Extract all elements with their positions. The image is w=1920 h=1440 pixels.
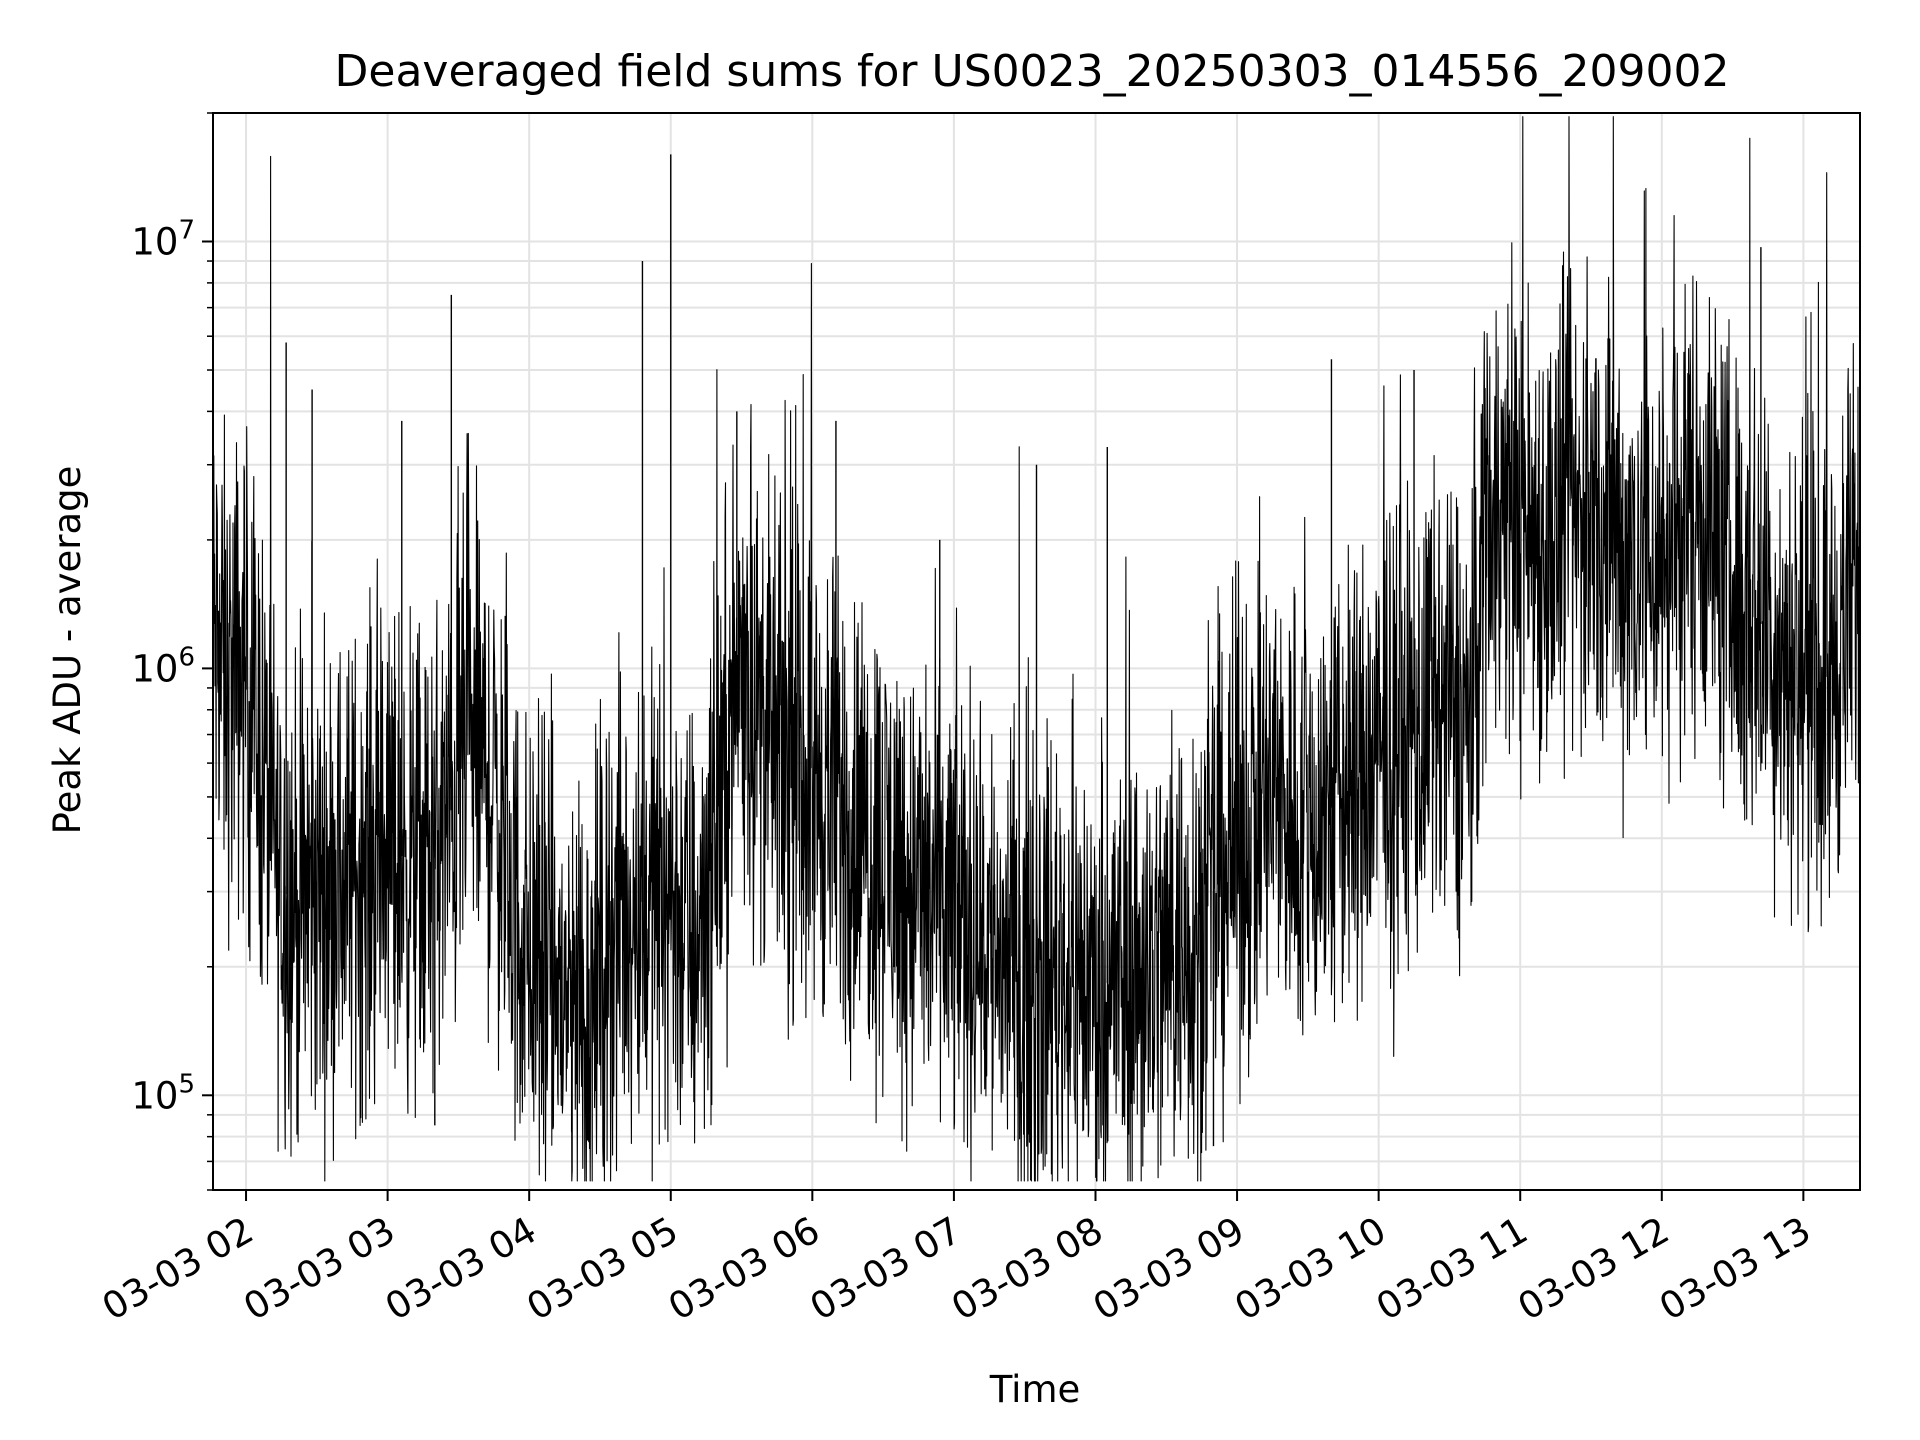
y-tick-label: 105 xyxy=(131,1069,195,1117)
y-axis: 105 106 107 xyxy=(131,112,213,1191)
chart-title: Deaveraged field sums for US0023_2025030… xyxy=(335,46,1730,97)
series-layer xyxy=(212,116,1861,1182)
y-tick-label: 106 xyxy=(131,642,195,690)
x-axis-label: Time xyxy=(989,1368,1081,1411)
y-axis-label: Peak ADU - average xyxy=(46,466,89,835)
y-tick-label: 107 xyxy=(131,216,195,264)
plot-frame xyxy=(212,112,1861,1191)
